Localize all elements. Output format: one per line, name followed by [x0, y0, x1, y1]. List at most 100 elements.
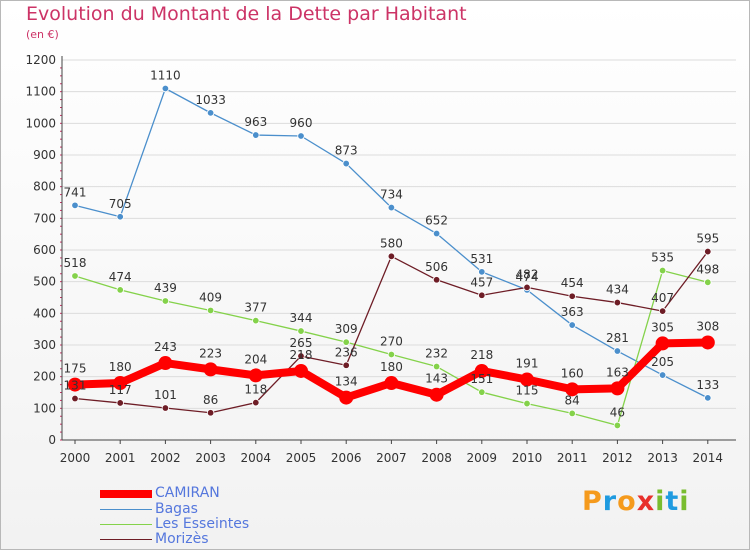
data-point: [523, 399, 531, 408]
data-point: [613, 298, 622, 307]
data-point: [297, 352, 305, 360]
y-tick-label: 900: [33, 148, 56, 162]
data-point: [613, 421, 622, 430]
data-label: 270: [380, 335, 403, 349]
data-point: [297, 327, 305, 335]
data-label: 741: [64, 185, 87, 199]
data-point: [432, 362, 441, 371]
data-label: 1033: [195, 93, 226, 107]
data-point: [342, 159, 350, 168]
chart-unit-label: (en €): [26, 28, 59, 41]
data-point: [68, 377, 82, 392]
data-label: 131: [64, 379, 87, 393]
data-label: 143: [425, 372, 448, 386]
data-label: 232: [425, 347, 448, 361]
data-point: [384, 376, 399, 390]
data-label: 482: [516, 267, 539, 281]
data-point: [568, 292, 576, 300]
data-label: 518: [64, 256, 87, 270]
data-label: 439: [154, 281, 177, 295]
data-point: [297, 132, 305, 140]
x-tick-label: 2001: [105, 451, 136, 465]
data-label: 308: [696, 319, 719, 333]
x-tick-label: 2006: [331, 451, 362, 465]
data-label: 506: [425, 260, 448, 274]
data-point: [613, 347, 622, 355]
legend-label-les-esseintes: Les Esseintes: [155, 516, 250, 532]
data-label: 595: [696, 232, 719, 246]
data-label: 191: [516, 357, 539, 371]
logo-letter: x: [636, 486, 656, 517]
legend-swatch-bagas: [100, 509, 152, 510]
data-label: 960: [290, 116, 313, 130]
axes: 0 100 200 300 400 500 600 700 800 900 1000 1100 1200…: [25, 53, 736, 465]
grid-lines: [62, 59, 736, 409]
data-point: [387, 203, 396, 212]
data-label: 236: [335, 345, 358, 359]
data-point: [294, 363, 308, 378]
data-point: [113, 376, 128, 390]
x-tick-label: 2012: [602, 451, 633, 465]
data-label: 133: [696, 378, 719, 392]
data-label: 363: [561, 305, 584, 319]
data-label: 223: [199, 346, 222, 360]
data-point: [478, 268, 486, 276]
data-label: 457: [470, 275, 493, 289]
data-point: [252, 316, 260, 325]
x-tick-label: 2013: [647, 451, 678, 465]
logo-letter: r: [602, 486, 618, 517]
data-label: 134: [335, 375, 358, 389]
data-point: [203, 362, 218, 377]
data-point: [387, 350, 396, 359]
data-point: [248, 368, 263, 383]
legend-swatch-camiran: [100, 490, 152, 498]
data-label: 265: [290, 336, 313, 350]
data-point: [71, 394, 79, 403]
data-point: [342, 361, 350, 369]
data-point: [161, 84, 170, 93]
y-tick-label: 1200: [25, 53, 56, 67]
data-point: [478, 388, 486, 396]
y-tick-label: 600: [33, 243, 56, 257]
x-tick-label: 2011: [557, 451, 588, 465]
legend-swatch-les-esseintes: [100, 524, 152, 525]
data-label: 963: [244, 115, 267, 129]
data-labels: 741 705 1110 1033 963 960 873 734 652 531 474 363 28…: [64, 69, 720, 420]
y-tick-label: 200: [33, 370, 56, 384]
y-tick-label: 800: [33, 180, 56, 194]
data-label: 474: [516, 270, 539, 284]
logo-letter: i: [655, 486, 666, 517]
data-label: 204: [244, 352, 267, 366]
data-point: [568, 409, 576, 418]
data-label: 86: [203, 393, 218, 407]
data-point: [342, 338, 350, 346]
data-label: 309: [335, 322, 358, 336]
data-label: 218: [290, 348, 313, 362]
data-label: 101: [154, 388, 177, 402]
data-label: 115: [516, 384, 539, 398]
data-point: [116, 213, 124, 221]
data-point: [252, 398, 260, 407]
data-point: [655, 336, 670, 351]
data-point: [71, 272, 79, 280]
data-label: 734: [380, 188, 403, 202]
logo-letter: o: [617, 486, 637, 517]
data-point: [71, 201, 79, 210]
data-point: [658, 266, 667, 275]
data-point: [704, 394, 712, 402]
data-point: [700, 335, 715, 350]
data-label: 409: [199, 290, 222, 304]
x-tick-label: 2000: [60, 451, 91, 465]
data-label: 117: [109, 383, 132, 397]
data-point: [116, 399, 124, 407]
data-label: 205: [651, 355, 674, 369]
legend-label-camiran: CAMIRAN: [155, 485, 220, 501]
data-point: [206, 409, 215, 417]
y-tick-label: 300: [33, 338, 56, 352]
y-tick-label: 700: [33, 211, 56, 225]
data-point: [658, 307, 667, 315]
data-label: 705: [109, 197, 132, 211]
data-point: [658, 371, 667, 379]
legend-swatch-morizes: [100, 539, 152, 540]
data-point: [429, 387, 444, 402]
